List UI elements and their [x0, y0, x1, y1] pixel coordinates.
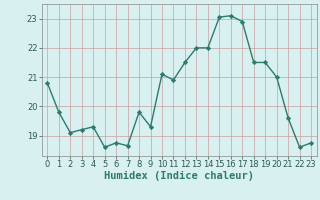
- X-axis label: Humidex (Indice chaleur): Humidex (Indice chaleur): [104, 171, 254, 181]
